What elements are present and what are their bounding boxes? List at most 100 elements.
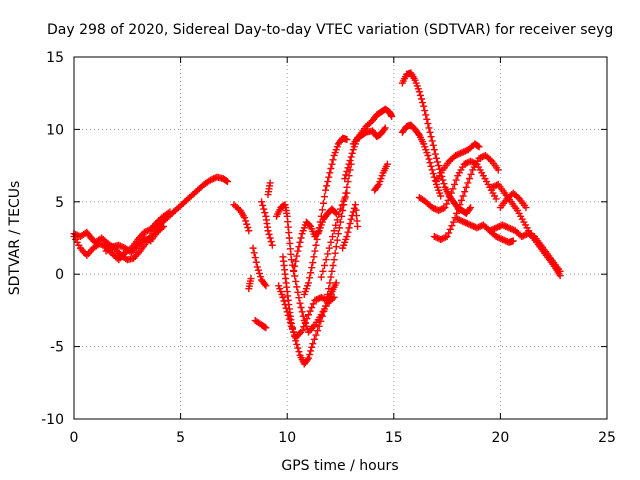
data-point: [261, 280, 269, 288]
data-point: [312, 331, 320, 339]
data-point: [222, 177, 230, 185]
data-point: [454, 215, 462, 223]
data-point: [244, 224, 252, 232]
data-point: [305, 311, 313, 319]
data-point: [475, 154, 483, 162]
data-point: [343, 136, 351, 144]
data-point: [335, 224, 343, 232]
data-point: [468, 158, 476, 166]
data-point: [430, 146, 438, 154]
data-point: [319, 294, 327, 302]
data-point: [442, 233, 450, 241]
data-point: [295, 294, 303, 302]
data-point: [440, 180, 448, 188]
data-point: [478, 222, 486, 230]
data-point: [309, 300, 317, 308]
data-point: [330, 227, 338, 235]
data-point: [265, 230, 273, 238]
data-point: [96, 240, 104, 248]
data-point: [295, 348, 303, 356]
data-point: [329, 233, 337, 241]
data-point: [319, 199, 327, 207]
data-point: [459, 192, 467, 200]
data-point: [440, 234, 448, 242]
data-point: [317, 273, 325, 281]
data-point: [323, 182, 331, 190]
data-point: [325, 173, 333, 181]
data-point: [282, 304, 290, 312]
data-point: [491, 182, 499, 190]
data-point: [294, 344, 302, 352]
series-arc-3: [102, 222, 168, 256]
data-point: [460, 218, 468, 226]
data-point: [257, 273, 265, 281]
data-point: [305, 279, 313, 287]
data-point: [283, 308, 291, 316]
data-point: [457, 196, 465, 204]
data-point: [306, 274, 314, 282]
data-point: [335, 210, 343, 218]
data-point: [298, 308, 306, 316]
x-tick-label: 5: [176, 430, 185, 446]
data-point: [295, 243, 303, 251]
data-point: [435, 162, 443, 170]
data-point: [258, 198, 266, 206]
data-point: [341, 175, 349, 183]
data-point: [345, 160, 353, 168]
data-point: [503, 223, 511, 231]
data-point: [343, 167, 351, 175]
data-point: [556, 267, 564, 275]
data-point: [158, 224, 166, 232]
data-point: [473, 224, 481, 232]
data-point: [313, 296, 321, 304]
data-point: [526, 230, 534, 238]
data-point: [424, 120, 432, 128]
data-point: [524, 230, 532, 238]
data-point: [467, 221, 475, 229]
data-point: [456, 201, 464, 209]
data-point: [253, 263, 261, 271]
data-point: [477, 154, 485, 162]
data-point: [461, 147, 469, 155]
data-point: [245, 227, 253, 235]
data-point: [434, 158, 442, 166]
data-point: [419, 99, 427, 107]
data-point: [249, 244, 257, 252]
data-point: [332, 279, 340, 287]
data-point: [345, 172, 353, 180]
data-point: [445, 229, 453, 237]
data-point: [342, 171, 350, 179]
data-point: [495, 234, 503, 242]
series-arc-16: [339, 201, 362, 252]
data-point: [285, 315, 293, 323]
data-point: [460, 160, 468, 168]
data-point: [266, 234, 274, 242]
data-point: [457, 217, 465, 225]
data-point: [347, 215, 355, 223]
data-point: [303, 356, 311, 364]
data-point: [494, 233, 502, 241]
data-point: [306, 307, 314, 315]
data-point: [311, 247, 319, 255]
y-tick-labels: -10 -5 0 5 10 15: [41, 50, 64, 428]
series-arc-20: [398, 69, 475, 217]
data-point: [514, 193, 522, 201]
data-point: [432, 154, 440, 162]
data-point: [451, 180, 459, 188]
series-arc-14: [300, 134, 351, 298]
data-point: [449, 218, 457, 226]
data-point: [436, 206, 444, 214]
data-point: [334, 230, 342, 238]
data-point: [500, 222, 508, 230]
data-point: [446, 225, 454, 233]
data-point: [497, 235, 505, 243]
data-point: [338, 201, 346, 209]
data-point: [316, 218, 324, 226]
data-point: [428, 137, 436, 145]
series-arc-23: [430, 151, 502, 243]
data-point: [329, 262, 337, 270]
data-point: [264, 191, 272, 199]
data-point: [426, 128, 434, 136]
data-point: [430, 233, 438, 241]
data-point: [446, 193, 454, 201]
